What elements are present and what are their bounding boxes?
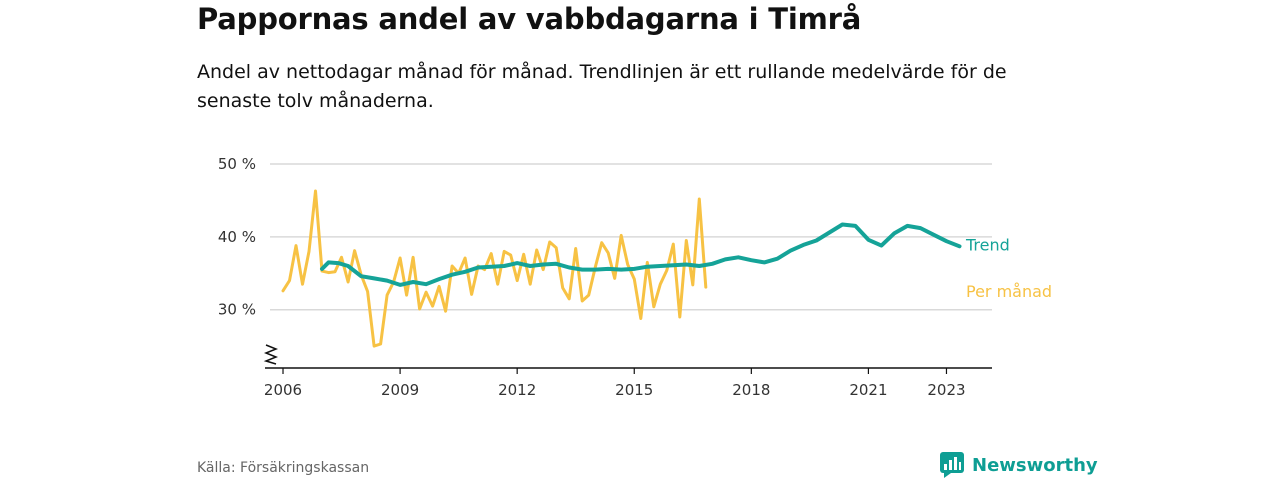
y-tick-label: 40 % [218,228,256,246]
brand-logo[interactable]: Newsworthy [940,452,1098,478]
x-tick-label: 2006 [264,381,302,399]
monthly-line [281,189,708,348]
chart-subtitle: Andel av nettodagar månad för månad. Tre… [197,61,1007,112]
chart-title: Pappornas andel av vabbdagarna i Timrå [197,2,862,36]
x-tick-label: 2023 [927,381,965,399]
axis-break-icon [263,344,279,365]
newsworthy-logo-icon [940,452,964,478]
x-tick-label: 2012 [498,381,536,399]
brand-name: Newsworthy [972,454,1098,476]
trend-series-label: Trend [965,235,1010,254]
line-chart: 30 % 40 % 50 % 2006 2009 2012 2015 2018 2021 202… [218,155,1052,399]
source-note: Källa: Försäkringskassan [197,460,370,476]
y-axis: 30 % 40 % 50 % [218,155,279,365]
x-tick-label: 2015 [615,381,653,399]
x-tick-label: 2018 [732,381,770,399]
x-axis: 2006 2009 2012 2015 2018 2021 2023 [264,367,992,399]
y-tick-label: 30 % [218,301,256,319]
x-tick-label: 2009 [381,381,419,399]
series-lines [281,189,962,348]
series-labels: Per månad Trend [965,235,1052,301]
gridlines [270,163,992,311]
x-tick-label: 2021 [849,381,887,399]
trend-line [320,222,962,287]
y-tick-label: 50 % [218,155,256,173]
monthly-series-label: Per månad [966,282,1052,301]
